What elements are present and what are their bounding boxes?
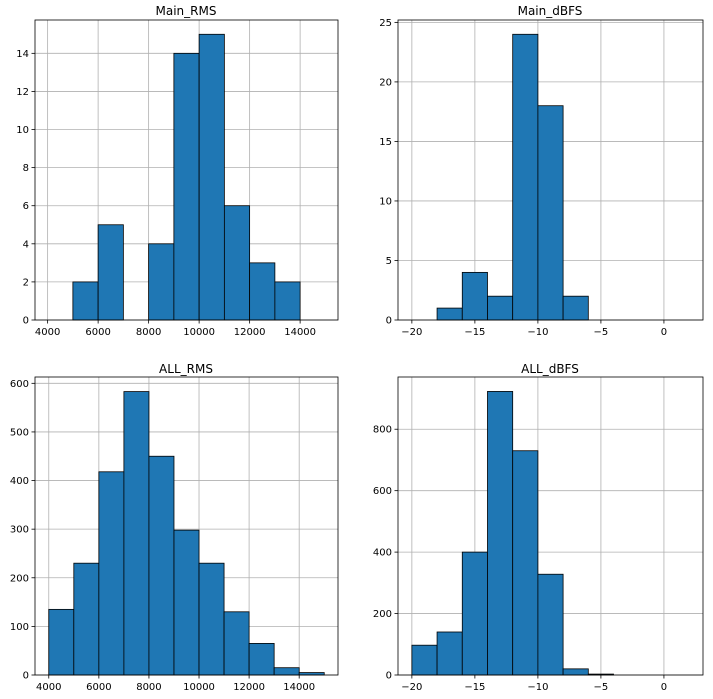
y-tick-label: 10 [16, 125, 29, 136]
histogram-bar [198, 33, 225, 321]
x-tick-label: 10000 [183, 327, 215, 338]
histogram-bar [411, 644, 438, 676]
histogram-bar [248, 643, 275, 676]
y-tick-label: 5 [386, 256, 392, 267]
y-tick-label: 4 [23, 239, 29, 250]
y-tick-label: 100 [10, 622, 29, 633]
y-tick-label: 6 [23, 201, 29, 212]
y-tick-label: 20 [379, 77, 392, 88]
axes-frame [397, 19, 704, 321]
histogram-bar [223, 205, 251, 321]
histogram-bar [48, 608, 75, 676]
x-tick-label: −5 [594, 327, 609, 338]
x-tick-label: 6000 [85, 327, 110, 338]
x-tick-label: 8000 [136, 327, 161, 338]
axes-frame [397, 376, 704, 676]
y-tick-label: 2 [23, 277, 29, 288]
x-tick-label: −20 [401, 682, 422, 693]
x-tick-label: −20 [401, 327, 422, 338]
y-tick-label: 0 [386, 316, 392, 327]
x-tick-label: 0 [661, 327, 667, 338]
histogram-bar [198, 562, 225, 676]
y-tick-label: 0 [386, 671, 392, 682]
histogram-bar [537, 573, 564, 676]
y-tick-label: 600 [10, 379, 29, 390]
histogram-bar [562, 295, 589, 321]
x-tick-label: 6000 [86, 682, 111, 693]
x-tick-label: 4000 [35, 327, 60, 338]
y-tick-label: 500 [10, 427, 29, 438]
histogram-bar [562, 668, 589, 676]
x-tick-label: −15 [464, 682, 485, 693]
histogram-bar [123, 391, 150, 676]
x-tick-label: 8000 [136, 682, 161, 693]
histogram-bar [512, 33, 539, 321]
panel-title: Main_RMS [156, 4, 217, 18]
y-tick-label: 400 [373, 548, 392, 559]
y-tick-label: 14 [16, 49, 29, 60]
y-tick-label: 800 [373, 425, 392, 436]
histogram-bar [223, 611, 250, 676]
x-tick-label: −5 [594, 682, 609, 693]
y-tick-label: 300 [10, 525, 29, 536]
panel-title: Main_dBFS [518, 4, 583, 18]
histogram-bar [537, 105, 564, 321]
x-tick-label: 14000 [283, 682, 315, 693]
y-tick-label: 8 [23, 163, 29, 174]
bars [436, 33, 589, 321]
histogram-bar [273, 667, 300, 676]
y-tick-label: 10 [379, 196, 392, 207]
bars [72, 33, 301, 321]
histogram-bar [512, 450, 539, 676]
x-tick-label: 12000 [233, 682, 265, 693]
histogram-bar [249, 262, 276, 321]
y-tick-label: 15 [379, 137, 392, 148]
y-tick-label: 0 [23, 316, 29, 327]
histogram-bar [173, 529, 200, 676]
x-tick-label: 10000 [183, 682, 215, 693]
histogram-bar [487, 391, 514, 676]
bars [411, 391, 614, 676]
bars [48, 391, 325, 676]
y-tick-label: 200 [10, 573, 29, 584]
histogram-bar [148, 243, 175, 321]
histogram-bar [461, 271, 488, 321]
panel-title: ALL_dBFS [521, 362, 579, 376]
histogram-bar [148, 455, 175, 676]
y-tick-label: 600 [373, 486, 392, 497]
histogram-bar [98, 471, 125, 676]
axes-frame [34, 376, 339, 676]
axes-frame [34, 19, 339, 321]
y-tick-label: 25 [379, 18, 392, 29]
panel-main-dbfs: Main_dBFS −20 −15 −10 −5 0 0 5 10 15 20 25 [379, 4, 704, 338]
panel-all-dbfs: ALL_dBFS −20 −15 −10 −5 0 0 200 400 600 800 [373, 362, 704, 693]
histogram-bar [72, 281, 99, 321]
panel-all-rms: ALL_RMS 4000 6000 8000 10000 12000 14000 0 100 2… [10, 362, 339, 693]
x-tick-label: −15 [464, 327, 485, 338]
histogram-bar [487, 295, 514, 321]
histogram-bar [73, 562, 100, 676]
x-tick-label: 0 [661, 682, 667, 693]
panel-title: ALL_RMS [159, 362, 213, 376]
x-tick-label: −10 [527, 327, 548, 338]
x-tick-label: −10 [527, 682, 548, 693]
y-tick-label: 0 [23, 671, 29, 682]
y-tick-label: 12 [16, 87, 29, 98]
y-tick-label: 400 [10, 476, 29, 487]
x-tick-label: 14000 [284, 327, 316, 338]
histogram-bar [274, 281, 301, 321]
y-tick-label: 200 [373, 609, 392, 620]
panel-main-rms: Main_RMS 4000 6000 8000 10000 12000 14000 0 2 4 6… [16, 4, 339, 338]
x-tick-label: 4000 [36, 682, 61, 693]
histogram-bar [461, 551, 488, 676]
histogram-bar [436, 307, 463, 321]
histogram-bar [436, 631, 463, 676]
histogram-bar [97, 224, 124, 321]
histogram-bar [173, 52, 200, 321]
x-tick-label: 12000 [234, 327, 266, 338]
